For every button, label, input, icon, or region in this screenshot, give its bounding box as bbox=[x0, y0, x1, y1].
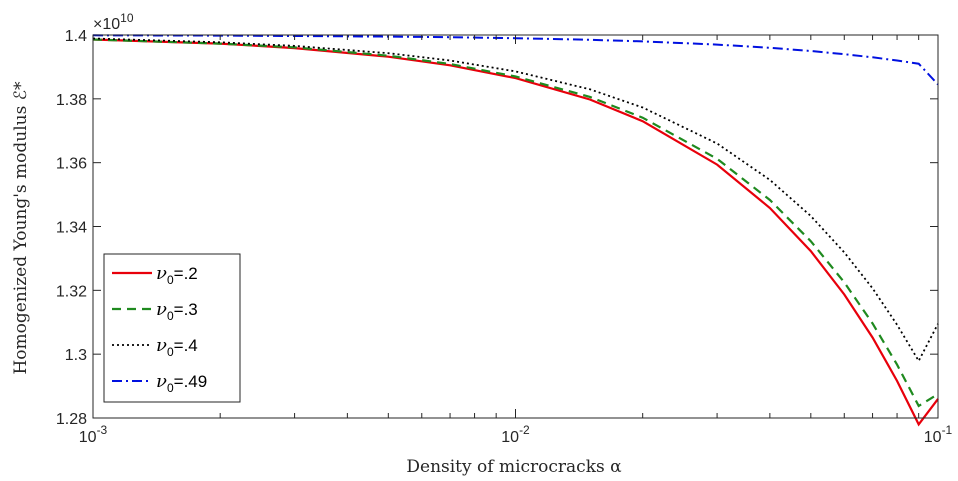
x-tick-label: 10-1 bbox=[924, 423, 953, 446]
legend-label-0: ν0=.2 bbox=[156, 263, 198, 287]
y-tick-label: 1.36 bbox=[56, 156, 87, 173]
legend-label-2: ν0=.4 bbox=[156, 335, 198, 359]
legend: ν0=.2 ν0=.3 ν0=.4 ν0=.49 bbox=[103, 253, 241, 403]
series-line-2 bbox=[92, 37, 939, 363]
y-tick-label: 1.32 bbox=[56, 283, 87, 300]
series-line-3 bbox=[92, 34, 939, 86]
y-tick-label: 1.4 bbox=[65, 28, 87, 45]
y-multiplier: ×1010 bbox=[93, 11, 134, 33]
legend-label-1: ν0=.3 bbox=[156, 299, 198, 323]
series-line-1 bbox=[92, 38, 939, 408]
legend-label-3: ν0=.49 bbox=[156, 371, 207, 395]
x-tick-label: 10-2 bbox=[501, 423, 530, 446]
x-axis-title: Density of microcracks α bbox=[406, 457, 622, 477]
legend-box bbox=[103, 253, 241, 403]
y-axis-title: Homogenized Young's modulus ℰ* bbox=[11, 81, 31, 375]
y-tick-label: 1.34 bbox=[56, 220, 87, 237]
y-tick-label: 1.3 bbox=[65, 347, 87, 364]
y-tick-label: 1.28 bbox=[56, 411, 87, 428]
series-layer bbox=[92, 34, 939, 427]
y-tick-label: 1.38 bbox=[56, 92, 87, 109]
